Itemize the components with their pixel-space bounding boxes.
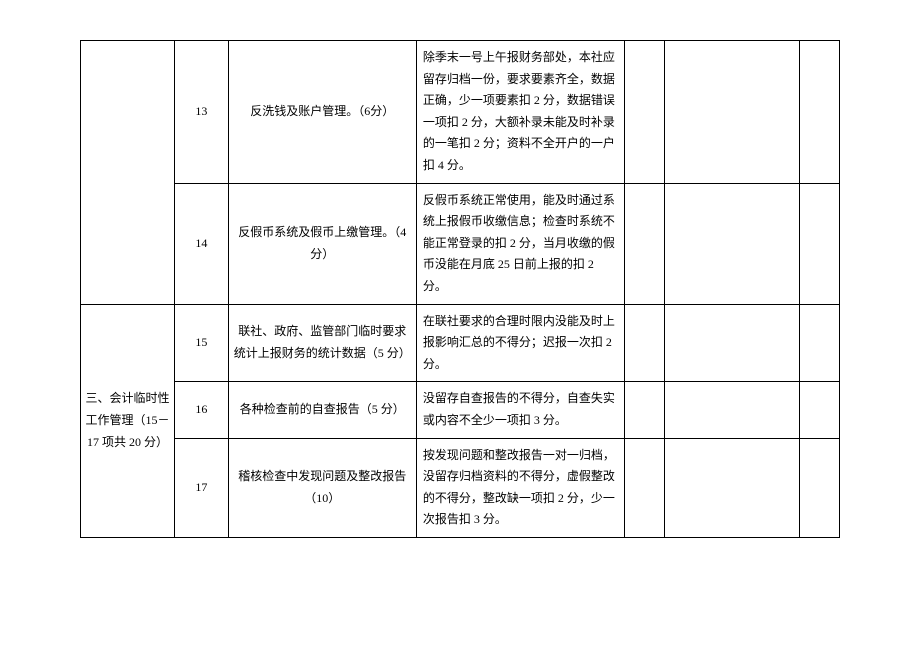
empty-cell [799, 304, 839, 382]
empty-cell [625, 183, 665, 304]
empty-cell [665, 438, 799, 537]
row-criteria: 按发现问题和整改报告一对一归档，没留存归档资料的不得分，虚假整改的不得分，整改缺… [416, 438, 624, 537]
row-item: 反假币系统及假币上缴管理。（4 分） [228, 183, 416, 304]
row-item: 反洗钱及账户管理。（6分） [228, 41, 416, 184]
row-criteria: 在联社要求的合理时限内没能及时上报影响汇总的不得分；迟报一次扣 2 分。 [416, 304, 624, 382]
table-row: 13 反洗钱及账户管理。（6分） 除季末一号上午报财务部处，本社应留存归档一份，… [81, 41, 840, 184]
empty-cell [799, 382, 839, 438]
table-row: 17 稽核检查中发现问题及整改报告（10） 按发现问题和整改报告一对一归档，没留… [81, 438, 840, 537]
empty-cell [665, 382, 799, 438]
empty-cell [799, 41, 839, 184]
row-criteria: 没留存自查报告的不得分，自查失实或内容不全少一项扣 3 分。 [416, 382, 624, 438]
empty-cell [625, 382, 665, 438]
empty-cell [625, 41, 665, 184]
empty-cell [665, 183, 799, 304]
empty-cell [665, 41, 799, 184]
section-header: 三、会计临时性工作管理（15－17 项共 20 分） [81, 304, 175, 537]
row-criteria: 除季末一号上午报财务部处，本社应留存归档一份，要求要素齐全，数据正确，少一项要素… [416, 41, 624, 184]
row-item: 各种检查前的自查报告（5 分） [228, 382, 416, 438]
empty-cell [799, 438, 839, 537]
row-criteria: 反假币系统正常使用，能及时通过系统上报假币收缴信息；检查时系统不能正常登录的扣 … [416, 183, 624, 304]
table-row: 14 反假币系统及假币上缴管理。（4 分） 反假币系统正常使用，能及时通过系统上… [81, 183, 840, 304]
row-num: 15 [175, 304, 229, 382]
prev-section-cell [81, 41, 175, 305]
empty-cell [665, 304, 799, 382]
empty-cell [625, 438, 665, 537]
row-item: 稽核检查中发现问题及整改报告（10） [228, 438, 416, 537]
row-num: 14 [175, 183, 229, 304]
row-num: 17 [175, 438, 229, 537]
row-item: 联社、政府、监管部门临时要求统计上报财务的统计数据（5 分） [228, 304, 416, 382]
row-num: 16 [175, 382, 229, 438]
empty-cell [799, 183, 839, 304]
table-row: 16 各种检查前的自查报告（5 分） 没留存自查报告的不得分，自查失实或内容不全… [81, 382, 840, 438]
empty-cell [625, 304, 665, 382]
row-num: 13 [175, 41, 229, 184]
scoring-table: 13 反洗钱及账户管理。（6分） 除季末一号上午报财务部处，本社应留存归档一份，… [80, 40, 840, 538]
table-row: 三、会计临时性工作管理（15－17 项共 20 分） 15 联社、政府、监管部门… [81, 304, 840, 382]
